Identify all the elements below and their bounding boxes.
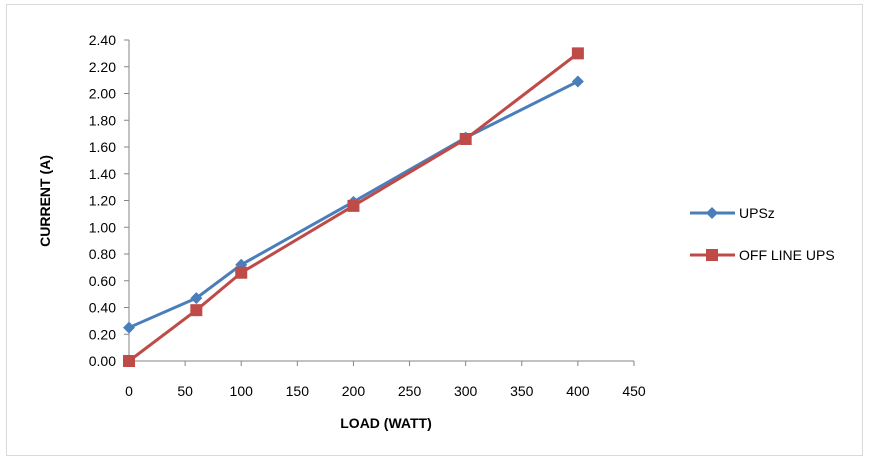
data-point [190, 304, 203, 317]
x-tick-label: 100 [230, 383, 254, 399]
data-point [123, 321, 135, 334]
data-point [706, 249, 718, 261]
y-tick-label: 1.80 [89, 112, 116, 128]
data-point [459, 132, 472, 145]
legend-item: OFF LINE UPS [690, 247, 835, 263]
data-point [123, 355, 135, 367]
y-tick-label: 0.40 [89, 300, 116, 316]
y-tick-label: 2.20 [89, 59, 116, 75]
plot-area [123, 47, 584, 367]
y-tick-label: 0.80 [89, 246, 116, 262]
y-tick-label: 0.00 [89, 353, 116, 369]
x-tick-label: 200 [342, 383, 366, 399]
y-tick-label: 1.00 [89, 219, 116, 235]
series-line [128, 80, 579, 329]
y-tick-label: 2.40 [89, 32, 116, 48]
y-tick-label: 1.20 [89, 193, 116, 209]
y-tick-label: 1.40 [89, 166, 116, 182]
legend-item: UPSz [690, 205, 775, 221]
legend-label: OFF LINE UPS [739, 247, 835, 263]
data-point [706, 207, 718, 219]
x-tick-label: 300 [454, 383, 478, 399]
data-point [347, 199, 360, 212]
y-tick-label: 2.00 [89, 86, 116, 102]
x-tick-label: 250 [398, 383, 422, 399]
x-tick-label: 50 [177, 383, 193, 399]
legend-label: UPSz [739, 205, 775, 221]
axes: 0.00 0.20 0.40 0.60 0.80 1.00 1.20 1.40 1.60 1.80… [89, 32, 646, 399]
x-tick-label: 450 [622, 383, 646, 399]
data-point [190, 292, 203, 305]
data-point [571, 75, 584, 88]
y-tick-label: 1.60 [89, 139, 116, 155]
x-axis-title: LOAD (WATT) [340, 415, 432, 431]
y-tick-label: 0.60 [89, 273, 116, 289]
data-point [571, 47, 584, 60]
x-tick-label: 400 [566, 383, 590, 399]
chart-frame [6, 4, 863, 456]
y-tick-label: 0.20 [89, 326, 116, 342]
series-line [128, 52, 579, 363]
x-tick-label: 150 [286, 383, 310, 399]
series [123, 47, 584, 367]
data-point [235, 266, 248, 279]
x-tick-label: 0 [125, 383, 133, 399]
legend: UPSz OFF LINE UPS [690, 205, 835, 263]
y-axis-title: CURRENT (A) [37, 155, 53, 247]
x-tick-label: 350 [510, 383, 534, 399]
